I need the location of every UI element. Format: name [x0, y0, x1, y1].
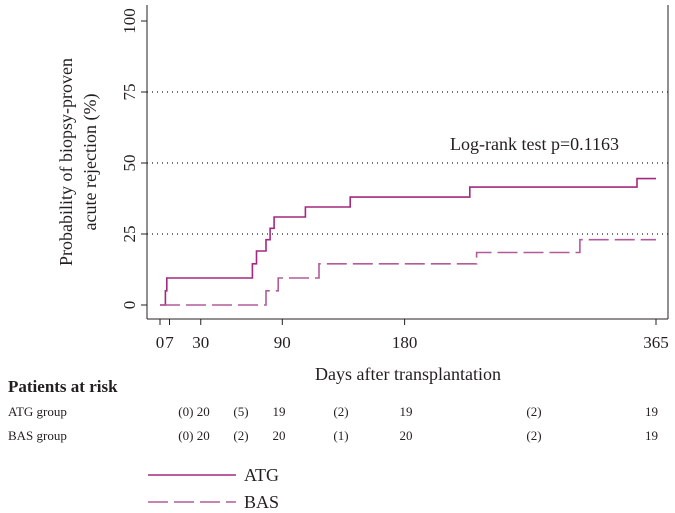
y-tick-label-0: 0: [120, 301, 139, 310]
risk-cell-atg-4: 19: [400, 404, 413, 419]
series-lines: [160, 177, 656, 306]
grid-lines: [147, 91, 668, 235]
risk-cell-atg-1: (5): [233, 404, 248, 419]
risk-table-title: Patients at risk: [8, 377, 118, 396]
x-tick-label-30: 30: [192, 333, 209, 352]
risk-row-label-bas: BAS group: [8, 428, 67, 443]
y-axis-title-line1: Probability of biopsy-proven: [56, 58, 76, 266]
risk-cell-bas-2: 20: [273, 428, 286, 443]
x-tick-label-180: 180: [392, 333, 418, 352]
risk-table: Patients at risk ATG group BAS group (0)…: [8, 377, 658, 443]
risk-row-label-atg: ATG group: [8, 404, 67, 419]
legend: ATG BAS: [148, 465, 279, 512]
legend-bas-label: BAS: [244, 492, 279, 512]
x-tick-label-90: 90: [274, 333, 291, 352]
series-line-atg: [160, 177, 656, 306]
risk-cell-bas-5: (2): [526, 428, 541, 443]
x-tick-label-0: 0: [156, 333, 165, 352]
y-tick-label-50: 50: [120, 155, 139, 172]
x-tick-label-365: 365: [643, 333, 669, 352]
y-tick-label-75: 75: [120, 84, 139, 101]
risk-cell-atg-5: (2): [526, 404, 541, 419]
risk-cell-bas-6: 19: [645, 428, 658, 443]
x-tick-label-7: 7: [165, 333, 174, 352]
logrank-annotation: Log-rank test p=0.1163: [450, 134, 619, 154]
risk-cell-atg-2: 19: [273, 404, 286, 419]
legend-atg-label: ATG: [244, 465, 279, 485]
series-line-bas: [160, 238, 656, 306]
y-axis-title-line2: acute rejection (%): [80, 94, 101, 231]
risk-cell-atg-0: (0) 20: [178, 404, 209, 419]
y-tick-label-25: 25: [120, 226, 139, 243]
risk-cell-bas-4: 20: [400, 428, 413, 443]
risk-cell-bas-0: (0) 20: [178, 428, 209, 443]
x-axis-title: Days after transplantation: [315, 364, 501, 384]
risk-cell-atg-6: 19: [645, 404, 658, 419]
risk-cell-bas-3: (1): [333, 428, 348, 443]
y-tick-label-100: 100: [120, 8, 139, 34]
risk-cell-bas-1: (2): [233, 428, 248, 443]
risk-cell-atg-3: (2): [333, 404, 348, 419]
